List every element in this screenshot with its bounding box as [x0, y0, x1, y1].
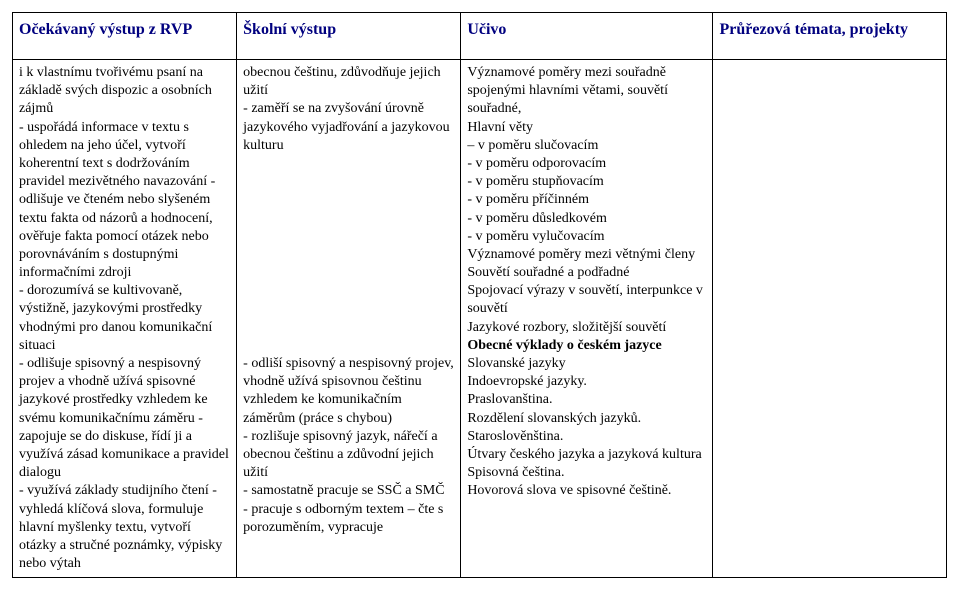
header-col4: Průřezová témata, projekty — [713, 13, 947, 60]
header-col2: Školní výstup — [237, 13, 461, 60]
header-col1: Očekávaný výstup z RVP — [13, 13, 237, 60]
cell-col3-bold: Obecné výklady o českém jazyce — [467, 338, 661, 353]
cell-col1: i k vlastnímu tvořivému psaní na základě… — [13, 60, 237, 578]
cell-col4 — [713, 60, 947, 578]
header-col3: Učivo — [461, 13, 713, 60]
curriculum-table: Očekávaný výstup z RVP Školní výstup Uči… — [12, 12, 947, 578]
cell-col3-part2: Slovanské jazyky Indoevropské jazyky. Pr… — [467, 356, 701, 498]
cell-col2: obecnou češtinu, zdůvodňuje jejich užití… — [237, 60, 461, 578]
content-row: i k vlastnímu tvořivému psaní na základě… — [13, 60, 947, 578]
header-row: Očekávaný výstup z RVP Školní výstup Uči… — [13, 13, 947, 60]
cell-col3: Významové poměry mezi souřadně spojenými… — [461, 60, 713, 578]
cell-col3-part1: Významové poměry mezi souřadně spojenými… — [467, 65, 703, 335]
